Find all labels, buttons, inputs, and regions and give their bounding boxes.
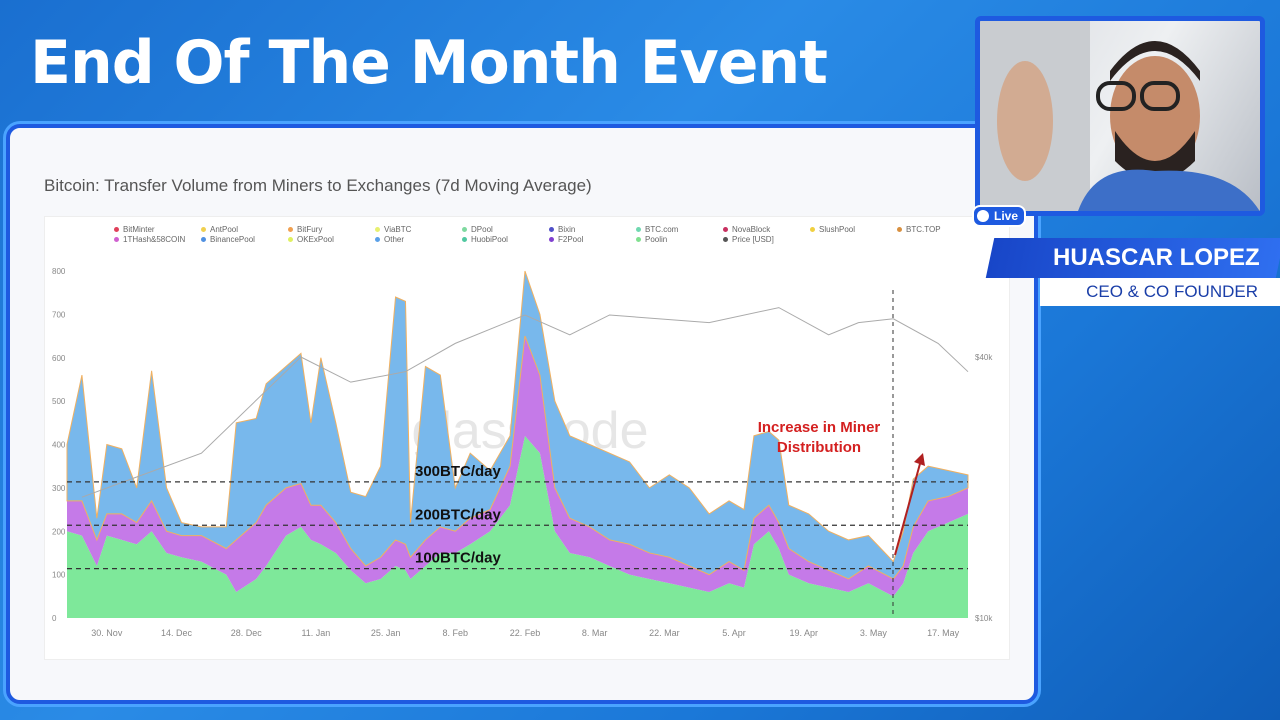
price-line (81, 307, 969, 498)
legend-label: BTC.com (645, 225, 679, 234)
legend-swatch (549, 237, 554, 242)
legend-item[interactable]: BTC.com (636, 225, 723, 234)
legend-label: ViaBTC (384, 225, 412, 234)
speaker-name: HUASCAR LOPEZ (985, 238, 1280, 278)
legend-item[interactable]: BTC.TOP (897, 225, 984, 234)
y-tick-label: 500 (52, 397, 66, 406)
speaker-role: CEO & CO FOUNDER (1040, 278, 1280, 306)
x-tick-label: 8. Mar (582, 628, 608, 638)
speaker-silhouette (980, 21, 1260, 211)
x-tick-label: 19. Apr (789, 628, 818, 638)
x-tick-label: 5. Apr (722, 628, 746, 638)
y-tick-label: 100 (52, 571, 66, 580)
legend-swatch (114, 227, 119, 232)
y-tick-label: 600 (52, 354, 66, 363)
y-tick-label: 0 (52, 614, 57, 623)
legend-item[interactable]: HuobiPool (462, 235, 549, 244)
legend-swatch (723, 237, 728, 242)
x-tick-label: 17. May (927, 628, 960, 638)
legend-label: Other (384, 235, 405, 244)
legend-item[interactable]: 1THash&58COIN (114, 235, 201, 244)
legend-item[interactable]: BinancePool (201, 235, 288, 244)
x-tick-label: 28. Dec (231, 628, 263, 638)
area-series-other (66, 270, 969, 580)
legend-item[interactable]: NovaBlock (723, 225, 810, 234)
x-tick-label: 3. May (860, 628, 888, 638)
x-tick-label: 25. Jan (371, 628, 401, 638)
legend-label: Price [USD] (732, 235, 774, 244)
legend-item[interactable]: ViaBTC (375, 225, 462, 234)
y-tick-label: 300 (52, 484, 66, 493)
event-title: End Of The Month Event (30, 28, 828, 98)
y-tick-label: 200 (52, 527, 66, 536)
webcam-video (975, 16, 1265, 216)
legend-label: BitFury (297, 225, 323, 234)
legend-item[interactable]: Price [USD] (723, 235, 810, 244)
area-series-poolin (67, 435, 968, 618)
legend-label: HuobiPool (471, 235, 508, 244)
x-tick-label: 11. Jan (301, 628, 330, 638)
legend-label: AntPool (210, 225, 239, 234)
y-tick-label: 700 (52, 310, 66, 319)
legend-item[interactable]: SlushPool (810, 225, 897, 234)
legend-item[interactable]: AntPool (201, 225, 288, 234)
legend-swatch (288, 237, 293, 242)
legend-item[interactable]: Other (375, 235, 462, 244)
legend-swatch (201, 227, 206, 232)
y2-tick-label: $10k (975, 614, 993, 623)
x-tick-label: 14. Dec (161, 628, 193, 638)
reference-line-label: 200BTC/day (415, 506, 502, 523)
legend-swatch (723, 227, 728, 232)
legend-label: NovaBlock (732, 225, 771, 234)
legend-label: 1THash&58COIN (123, 235, 186, 244)
legend-swatch (549, 227, 554, 232)
legend-swatch (636, 227, 641, 232)
legend-item[interactable]: DPool (462, 225, 549, 234)
legend-swatch (375, 237, 380, 242)
y-tick-label: 800 (52, 267, 66, 276)
y2-tick-label: $40k (975, 353, 993, 362)
reference-line-label: 100BTC/day (415, 550, 502, 567)
live-badge: Live (972, 205, 1027, 227)
legend-item[interactable]: BitFury (288, 225, 375, 234)
annotation-text: Increase in Miner (758, 419, 881, 436)
reference-line-label: 300BTC/day (415, 463, 502, 480)
y-tick-label: 400 (52, 441, 66, 450)
legend-swatch (462, 237, 467, 242)
x-tick-label: 30. Nov (91, 628, 123, 638)
legend-swatch (462, 227, 467, 232)
legend-label: BTC.TOP (906, 225, 941, 234)
legend-item[interactable]: Bixin (549, 225, 636, 234)
legend-label: Poolin (645, 235, 668, 244)
x-tick-label: 8. Feb (443, 628, 469, 638)
legend-label: BitMinter (123, 225, 155, 234)
chart-title: Bitcoin: Transfer Volume from Miners to … (44, 176, 592, 195)
legend-label: SlushPool (819, 225, 856, 234)
legend-label: BinancePool (210, 235, 255, 244)
speaker-name-text: HUASCAR LOPEZ (1053, 244, 1260, 271)
area-series-1thash-58coin (67, 336, 968, 597)
legend-swatch (114, 237, 119, 242)
arrow-head-icon (914, 453, 925, 466)
annotation-arrow (894, 459, 922, 556)
annotation-text: Distribution (777, 439, 861, 456)
legend: BitMinter AntPool BitFury ViaBTC DPool Bixin B… (114, 225, 984, 244)
x-tick-label: 22. Feb (510, 628, 541, 638)
legend-swatch (636, 237, 641, 242)
legend-swatch (375, 227, 380, 232)
legend-item[interactable]: OKExPool (288, 235, 375, 244)
legend-swatch (810, 227, 815, 232)
legend-swatch (897, 227, 902, 232)
legend-label: DPool (471, 225, 493, 234)
x-tick-label: 22. Mar (649, 628, 680, 638)
legend-label: F2Pool (558, 235, 584, 244)
legend-label: OKExPool (297, 235, 334, 244)
legend-item[interactable]: Poolin (636, 235, 723, 244)
legend-swatch (288, 227, 293, 232)
legend-item[interactable]: BitMinter (114, 225, 201, 234)
legend-swatch (201, 237, 206, 242)
legend-item[interactable]: F2Pool (549, 235, 636, 244)
legend-label: Bixin (558, 225, 576, 234)
